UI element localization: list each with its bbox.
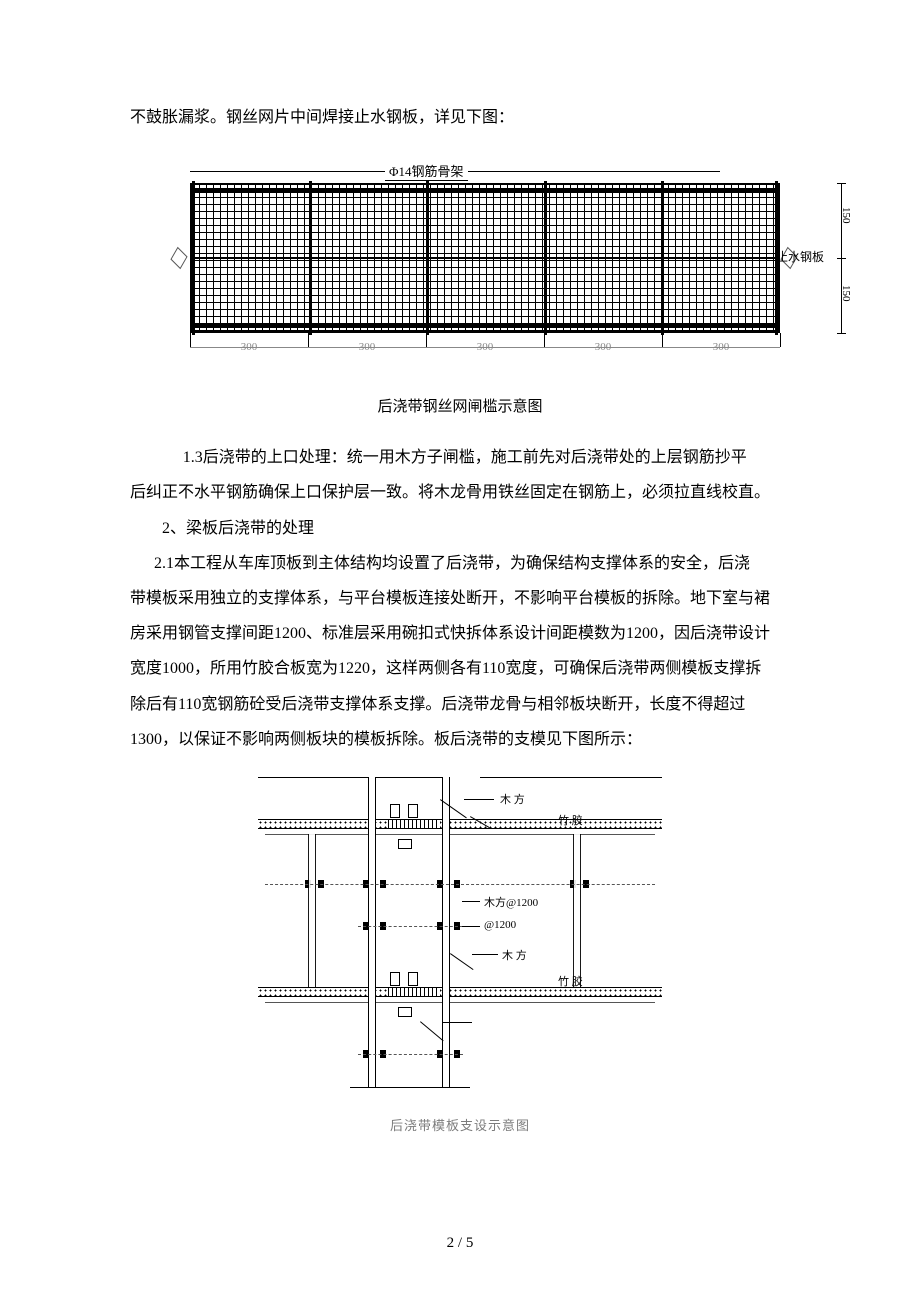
dim-value-v1: 150 <box>840 207 852 224</box>
dim-value-h: 300 <box>426 341 544 353</box>
paragraph-intro: 不鼓胀漏浆。钢丝网片中间焊接止水钢板，详见下图： <box>130 100 790 135</box>
figure1-caption: 后浇带钢丝网闸槛示意图 <box>130 395 790 416</box>
label-mu: 木 方 <box>500 791 525 807</box>
sf-bot-line <box>350 1087 470 1089</box>
slab-lower <box>258 987 662 997</box>
dim-value-v2: 150 <box>840 285 852 302</box>
paragraph-2-1b: 带模板采用独立的支撑体系，与平台模板连接处断开，不影响平台模板的拆除。地下室与裙 <box>130 581 790 616</box>
support-post-side <box>308 834 316 987</box>
paragraph-2-heading: 2、梁板后浇带的处理 <box>130 511 790 546</box>
dim-tick <box>837 258 846 259</box>
sf-top-line-l <box>258 777 445 779</box>
wood-block <box>390 804 400 818</box>
figure-mesh-diagram: Φ14钢筋骨架 止水钢板 150 150 300 300 300 300 <box>160 163 820 383</box>
leader <box>464 799 494 800</box>
dim-tick <box>837 183 846 184</box>
mesh-post <box>544 181 547 335</box>
dim-tick <box>837 333 846 334</box>
break-mark-left <box>170 247 187 269</box>
dim-value-h: 300 <box>544 341 662 353</box>
page-sep: / <box>454 1235 466 1251</box>
label-at1200: @1200 <box>484 919 516 931</box>
label-mu2: 木 方 <box>502 947 527 963</box>
mesh-post <box>661 181 664 335</box>
wood-block <box>398 839 412 849</box>
paragraph-2-1f: 1300，以保证不影响两侧板块的模板拆除。板后浇带的支模见下图所示： <box>130 722 790 757</box>
mesh-top-band <box>192 188 778 193</box>
support-post-side <box>573 834 581 987</box>
dim-value-h: 300 <box>662 341 780 353</box>
slab-upper <box>258 819 662 829</box>
mesh-label-rebar: Φ14钢筋骨架 <box>385 161 468 181</box>
label-mufang-1200: 木方@1200 <box>484 894 538 910</box>
ledger-dash <box>358 1054 463 1055</box>
mesh-post <box>192 181 195 335</box>
page-container: 不鼓胀漏浆。钢丝网片中间焊接止水钢板，详见下图： Φ14钢筋骨架 止水钢板 15… <box>0 0 920 1302</box>
mesh-bot-band <box>192 323 778 328</box>
ledger-dash <box>265 884 655 885</box>
page-number: 2 / 5 <box>0 1235 920 1252</box>
dim-tick <box>780 333 781 347</box>
wood-block <box>408 804 418 818</box>
dim-value-h: 300 <box>308 341 426 353</box>
paragraph-1-3a: 1.3后浇带的上口处理：统一用木方子闸槛，施工前先对后浇带处的上层钢筋抄平 <box>130 440 790 475</box>
paragraph-1-3b: 后纠正不水平钢筋确保上口保护层一致。将木龙骨用铁丝固定在钢筋上，必须拉直线校直。 <box>130 475 790 510</box>
slab-gap-decking <box>388 987 440 997</box>
wood-block <box>398 1007 412 1017</box>
leader <box>472 954 498 955</box>
slab-gap-decking <box>388 819 440 829</box>
leader <box>442 1022 472 1023</box>
label-zhi2: 竹 胶 <box>558 973 583 989</box>
leader <box>462 901 480 902</box>
sf-top-line-r <box>480 777 662 779</box>
dim-value-h: 300 <box>190 341 308 353</box>
leader <box>420 1021 444 1041</box>
ledger-dash <box>358 926 463 927</box>
wood-block <box>408 972 418 986</box>
mesh-grid <box>190 183 780 333</box>
label-zhi: 竹 胶 <box>558 812 583 828</box>
paragraph-2-1d: 宽度1000，所用竹胶合板宽为1220，这样两侧各有110宽度，可确保后浇带两侧… <box>130 651 790 686</box>
mesh-post <box>309 181 312 335</box>
leader <box>450 953 474 970</box>
page-total: 5 <box>466 1235 474 1251</box>
mesh-post <box>426 181 429 335</box>
formwork-line <box>265 834 655 835</box>
formwork-line <box>265 1002 655 1003</box>
paragraph-2-1e: 除后有110宽钢筋砼受后浇带支撑体系支撑。后浇带龙骨与相邻板块断开，长度不得超过 <box>130 687 790 722</box>
wood-block <box>390 972 400 986</box>
leader <box>462 926 480 927</box>
figure-support-detail: 木 方 竹 胶 木方@1200 @1200 木 方 竹 胶 <box>250 777 670 1107</box>
support-post <box>368 777 376 1087</box>
figure2-caption: 后浇带模板支设示意图 <box>130 1115 790 1134</box>
mesh-label-waterstop: 止水钢板 <box>776 248 824 265</box>
paragraph-2-1a: 2.1本工程从车库顶板到主体结构均设置了后浇带，为确保结构支撑体系的安全，后浇 <box>130 546 790 581</box>
paragraph-2-1c: 房采用钢管支撑间距1200、标准层采用碗扣式快拆体系设计间距模数为1200，因后… <box>130 616 790 651</box>
